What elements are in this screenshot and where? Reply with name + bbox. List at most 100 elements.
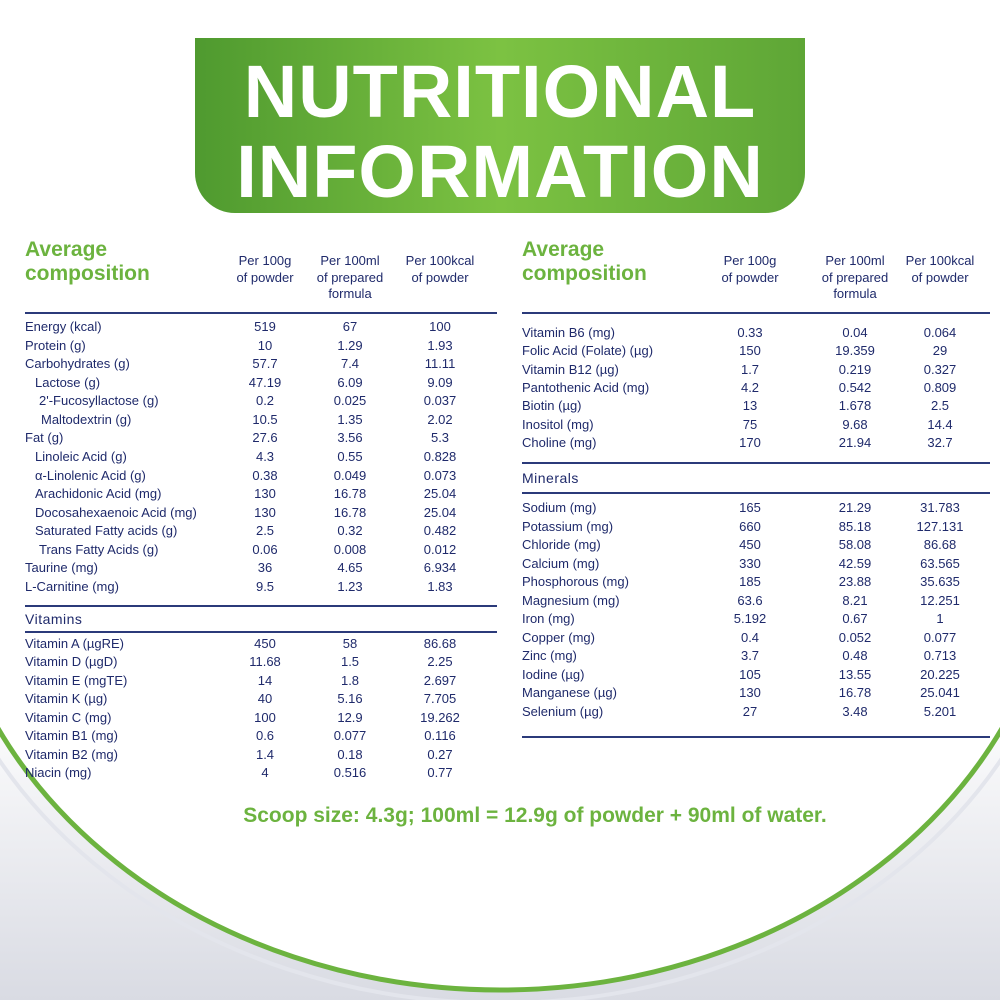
cell-value: 21.94 bbox=[838, 434, 872, 450]
row-label: Fat (g) bbox=[25, 430, 64, 446]
section-title: Minerals bbox=[522, 470, 579, 486]
cell-value: 0.064 bbox=[923, 325, 957, 340]
cell-value: 0.516 bbox=[333, 765, 367, 781]
cell-value: 0.052 bbox=[838, 629, 872, 645]
row-label: Vitamin E (mgTE) bbox=[25, 672, 128, 688]
cell-value: 100 bbox=[254, 709, 276, 725]
cell-value: 10 bbox=[257, 337, 273, 353]
cell-value: 86.68 bbox=[423, 636, 457, 651]
cell-value: 4.3 bbox=[255, 448, 275, 464]
cell-value: 1.83 bbox=[427, 578, 453, 594]
cell-value: 58 bbox=[342, 636, 358, 651]
cell-value: 16.78 bbox=[838, 685, 872, 700]
cell-value: 13 bbox=[742, 398, 758, 414]
cell-value: 12.9 bbox=[337, 709, 363, 725]
row-label: Potassium (mg) bbox=[522, 518, 614, 534]
cell-value: 67 bbox=[342, 319, 358, 334]
heading: Average bbox=[522, 238, 605, 261]
cell-value: 185 bbox=[739, 574, 761, 589]
row-label: Lactose (g) bbox=[35, 374, 101, 390]
row-label: Maltodextrin (g) bbox=[41, 411, 132, 427]
cell-value: 0.18 bbox=[337, 746, 363, 762]
row-label: Vitamin B1 (mg) bbox=[25, 728, 118, 744]
cell-value: 63.565 bbox=[920, 555, 960, 571]
cell-value: 1.4 bbox=[255, 746, 275, 762]
row-label: Selenium (µg) bbox=[522, 703, 604, 719]
cell-value: 19.262 bbox=[420, 709, 460, 725]
cell-value: 2.5 bbox=[930, 398, 950, 414]
row-label: Taurine (mg) bbox=[25, 560, 98, 576]
cell-value: 16.78 bbox=[333, 504, 367, 520]
cell-value: 21.29 bbox=[838, 500, 872, 515]
cell-value: 25.04 bbox=[423, 486, 457, 502]
cell-value: 2.697 bbox=[423, 672, 457, 688]
column-header: of prepared bbox=[316, 269, 384, 285]
title: INFORMATION bbox=[236, 130, 764, 213]
cell-value: 0.542 bbox=[838, 379, 872, 395]
cell-value: 130 bbox=[254, 504, 276, 520]
section-title: Vitamins bbox=[25, 611, 83, 627]
row-label: Pantothenic Acid (mg) bbox=[522, 379, 650, 395]
cell-value: 105 bbox=[739, 666, 761, 682]
cell-value: 165 bbox=[739, 500, 761, 515]
cell-value: 0.012 bbox=[423, 541, 457, 557]
column-header: of powder bbox=[411, 269, 469, 285]
cell-value: 330 bbox=[739, 555, 761, 571]
cell-value: 130 bbox=[254, 486, 276, 502]
cell-value: 5.192 bbox=[733, 611, 767, 626]
cell-value: 32.7 bbox=[927, 434, 953, 450]
cell-value: 0.4 bbox=[740, 629, 760, 645]
column-header: Per 100g bbox=[723, 253, 777, 268]
column-header: of powder bbox=[236, 269, 294, 285]
cell-value: 19.359 bbox=[835, 343, 875, 359]
cell-value: 0.037 bbox=[423, 393, 457, 409]
cell-value: 4.2 bbox=[740, 379, 760, 395]
cell-value: 0.04 bbox=[842, 325, 868, 340]
row-label: Linoleic Acid (g) bbox=[35, 448, 127, 464]
cell-value: 36 bbox=[257, 560, 273, 576]
cell-value: 1.7 bbox=[740, 361, 760, 377]
cell-value: 1.23 bbox=[337, 578, 363, 594]
cell-value: 660 bbox=[739, 518, 761, 534]
cell-value: 0.828 bbox=[423, 448, 457, 464]
cell-value: 11.11 bbox=[424, 356, 456, 372]
cell-value: 8.21 bbox=[842, 592, 868, 608]
cell-value: 2.25 bbox=[427, 654, 453, 670]
row-label: Vitamin B12 (µg) bbox=[522, 361, 619, 377]
cell-value: 0.008 bbox=[333, 541, 367, 557]
row-label: Biotin (µg) bbox=[522, 398, 582, 414]
cell-value: 5.3 bbox=[430, 430, 450, 446]
cell-value: 0.116 bbox=[424, 728, 456, 744]
cell-value: 0.27 bbox=[427, 746, 453, 762]
cell-value: 0.809 bbox=[923, 379, 957, 395]
row-label: α-Linolenic Acid (g) bbox=[35, 467, 146, 483]
footnote: Scoop size: 4.3g; 100ml = 12.9g of powde… bbox=[243, 804, 827, 827]
column-header: Per 100g bbox=[238, 253, 292, 268]
row-label: Protein (g) bbox=[25, 337, 86, 353]
title-banner: NUTRITIONAL INFORMATION bbox=[195, 38, 805, 213]
cell-value: 0.77 bbox=[427, 765, 453, 781]
cell-value: 0.32 bbox=[337, 523, 363, 539]
cell-value: 29 bbox=[932, 343, 948, 359]
row-label: Manganese (µg) bbox=[522, 685, 617, 700]
row-label: Copper (mg) bbox=[522, 629, 595, 645]
cell-value: 35.635 bbox=[920, 574, 960, 589]
cell-value: 1.35 bbox=[337, 411, 363, 427]
row-label: 2'-Fucosyllactose (g) bbox=[39, 393, 159, 409]
cell-value: 150 bbox=[739, 343, 761, 359]
cell-value: 47.19 bbox=[248, 374, 282, 390]
cell-value: 1.93 bbox=[427, 337, 453, 353]
cell-value: 63.6 bbox=[737, 592, 763, 608]
cell-value: 9.09 bbox=[427, 374, 453, 390]
cell-value: 2.02 bbox=[427, 411, 453, 427]
cell-value: 5.16 bbox=[337, 691, 363, 707]
cell-value: 5.201 bbox=[923, 703, 957, 719]
row-label: Vitamin K (µg) bbox=[25, 691, 108, 707]
cell-value: 0.48 bbox=[842, 648, 868, 663]
column-header: of prepared bbox=[821, 269, 889, 285]
row-label: Carbohydrates (g) bbox=[25, 356, 130, 372]
column-header: Per 100kcal bbox=[405, 253, 475, 268]
cell-value: 130 bbox=[739, 685, 761, 700]
heading: Average bbox=[25, 238, 108, 261]
column-header: formula bbox=[328, 286, 372, 301]
